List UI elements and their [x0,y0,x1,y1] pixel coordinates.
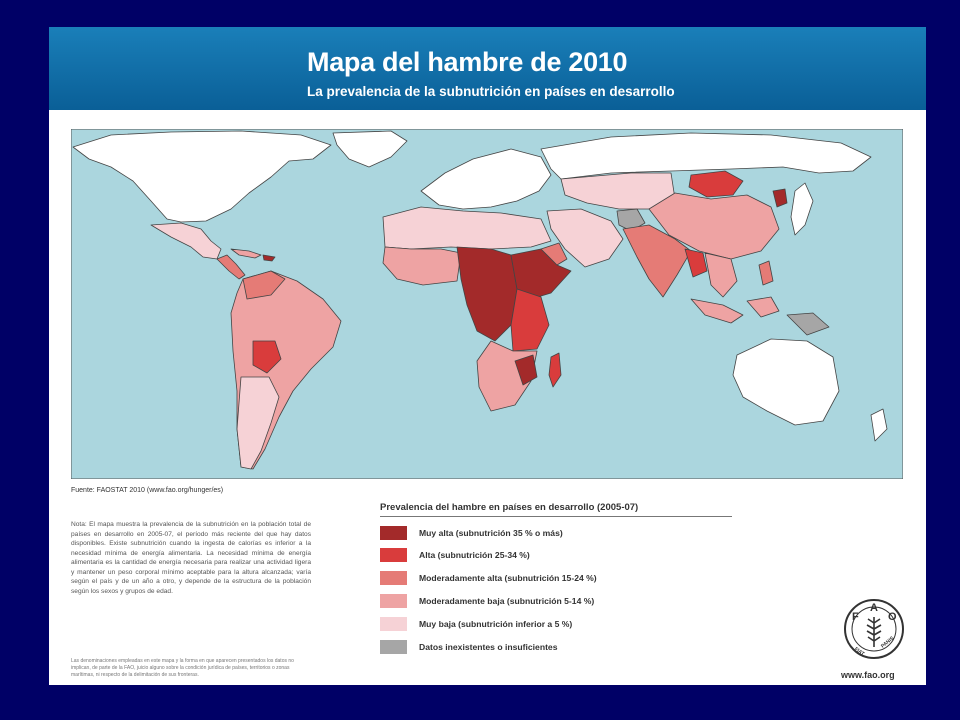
page-title: Mapa del hambre de 2010 [307,47,628,77]
legend-swatch [380,571,407,585]
map-poster: Mapa del hambre de 2010 La prevalencia d… [49,27,926,685]
legend-label: Datos inexistentes o insuficientes [419,642,558,652]
legend-title: Prevalencia del hambre en países en desa… [380,502,639,513]
legend-swatch [380,640,407,654]
svg-text:F: F [852,611,859,623]
fao-logo-icon: F A O FIAT PANIS [844,599,904,659]
svg-text:O: O [888,611,897,623]
legend-swatch [380,548,407,562]
legend-swatch [380,594,407,608]
world-hunger-map [71,129,903,479]
legend-swatch [380,617,407,631]
map-note: Nota: El mapa muestra la prevalencia de … [71,521,311,595]
legend-label: Muy alta (subnutrición 35 % o más) [419,528,563,538]
svg-text:A: A [870,602,878,614]
legend-label: Moderadamente baja (subnutrición 5-14 %) [419,596,595,606]
legend-label: Muy baja (subnutrición inferior a 5 %) [419,619,573,629]
map-source: Fuente: FAOSTAT 2010 (www.fao.org/hunger… [71,487,224,494]
svg-text:FIAT: FIAT [853,646,865,657]
map-disclaimer: Las denominaciones empleadas en este map… [71,658,294,678]
legend-divider [380,516,732,517]
legend-swatch [380,526,407,540]
fao-url: www.fao.org [841,670,895,680]
legend-label: Moderadamente alta (subnutrición 15-24 %… [419,573,597,583]
page-subtitle: La prevalencia de la subnutrición en paí… [307,84,675,99]
legend-label: Alta (subnutrición 25-34 %) [419,550,530,560]
title-banner: Mapa del hambre de 2010 La prevalencia d… [49,27,926,110]
